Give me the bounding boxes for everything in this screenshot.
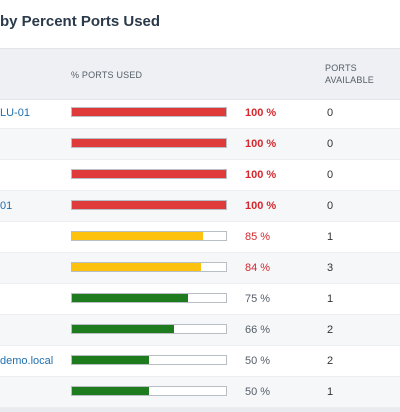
ports-available-value: 1 <box>327 231 334 243</box>
column-header-percent-used[interactable]: % PORTS USED <box>71 70 143 80</box>
percent-used-bar <box>71 262 227 272</box>
percent-used-bar <box>71 293 227 303</box>
ports-available-value: 1 <box>327 293 334 305</box>
table-row: LU-01 100 % 0 <box>0 98 400 129</box>
percent-used-value: 66 % <box>245 324 271 336</box>
percent-used-bar <box>71 231 227 241</box>
percent-used-bar-fill <box>72 263 202 271</box>
table-header: % PORTS USED PORTS AVAILABLE <box>0 48 400 100</box>
percent-used-bar <box>71 200 227 210</box>
percent-used-bar <box>71 107 227 117</box>
table-body: LU-01 100 % 0 100 % 0 100 % 0 01 100 % 0 85 % 1 84 %… <box>0 98 400 408</box>
percent-used-value: 100 % <box>245 138 277 150</box>
percent-used-bar-fill <box>72 108 226 116</box>
percent-used-bar-fill <box>72 232 203 240</box>
percent-used-value: 100 % <box>245 200 277 212</box>
column-header-ports-available[interactable]: PORTS AVAILABLE <box>325 63 374 85</box>
table-row: 85 % 1 <box>0 222 400 253</box>
percent-used-value: 84 % <box>245 262 271 274</box>
table-row: 50 % 1 <box>0 377 400 408</box>
ports-available-value: 2 <box>327 324 334 336</box>
ports-available-value: 2 <box>327 355 334 367</box>
ports-available-value: 0 <box>327 138 334 150</box>
percent-used-bar <box>71 138 227 148</box>
percent-used-bar-fill <box>72 139 226 147</box>
percent-used-value: 50 % <box>245 355 271 367</box>
percent-used-value: 100 % <box>245 169 277 181</box>
percent-used-value: 100 % <box>245 107 277 119</box>
percent-used-bar-fill <box>72 356 149 364</box>
percent-used-value: 75 % <box>245 293 271 305</box>
ports-available-value: 0 <box>327 200 334 212</box>
table-row: demo.local 50 % 2 <box>0 346 400 377</box>
node-name-link[interactable]: demo.local <box>0 355 54 367</box>
percent-used-bar <box>71 324 227 334</box>
percent-used-bar <box>71 355 227 365</box>
table-row: 84 % 3 <box>0 253 400 284</box>
node-name-link[interactable]: LU-01 <box>0 107 30 119</box>
ports-available-value: 3 <box>327 262 334 274</box>
percent-used-bar <box>71 169 227 179</box>
widget-title: by Percent Ports Used <box>0 13 161 30</box>
table-row: 66 % 2 <box>0 315 400 346</box>
percent-used-value: 85 % <box>245 231 271 243</box>
percent-used-value: 50 % <box>245 386 271 398</box>
ports-available-value: 0 <box>327 107 334 119</box>
ports-available-value: 0 <box>327 169 334 181</box>
percent-used-bar-fill <box>72 387 149 395</box>
table-row: 100 % 0 <box>0 160 400 191</box>
percent-used-bar-fill <box>72 170 226 178</box>
percent-used-bar-fill <box>72 201 226 209</box>
percent-used-bar-fill <box>72 294 188 302</box>
node-name-link[interactable]: 01 <box>0 200 13 212</box>
ports-available-value: 1 <box>327 386 334 398</box>
percent-used-bar-fill <box>72 325 174 333</box>
table-row: 75 % 1 <box>0 284 400 315</box>
table-row: 01 100 % 0 <box>0 191 400 222</box>
percent-used-bar <box>71 386 227 396</box>
table-row: 100 % 0 <box>0 129 400 160</box>
